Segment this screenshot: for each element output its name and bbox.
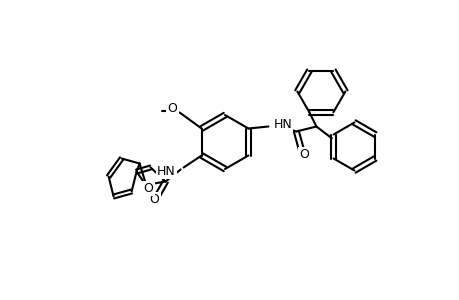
Text: O: O: [168, 102, 177, 115]
Text: HN: HN: [157, 165, 175, 178]
Text: O: O: [299, 148, 308, 161]
Text: O: O: [149, 193, 159, 206]
Text: O: O: [143, 182, 153, 195]
Text: HN: HN: [273, 118, 291, 131]
